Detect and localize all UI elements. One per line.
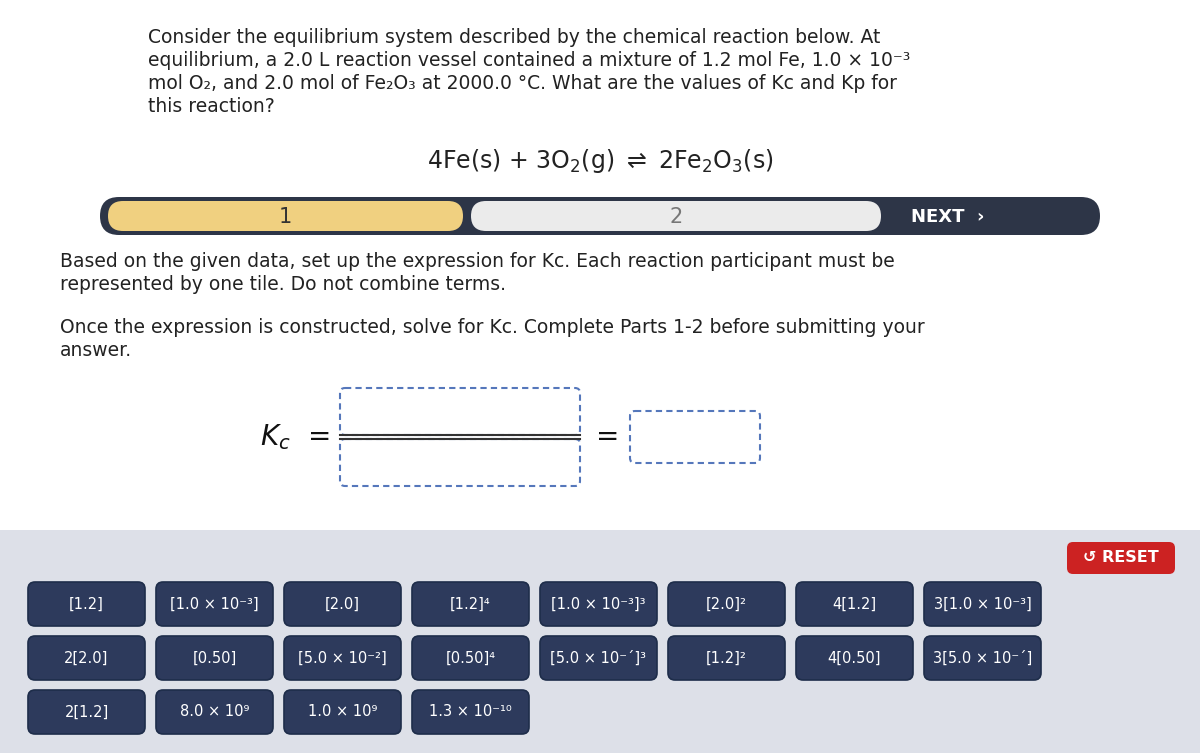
Text: 1: 1 (278, 207, 292, 227)
Text: answer.: answer. (60, 341, 132, 360)
FancyBboxPatch shape (284, 636, 401, 680)
Text: 2[2.0]: 2[2.0] (65, 651, 109, 666)
Text: 8.0 × 10⁹: 8.0 × 10⁹ (180, 705, 250, 720)
Text: [5.0 × 10⁻´]³: [5.0 × 10⁻´]³ (551, 651, 647, 666)
Text: Based on the given data, set up the expression for Kc. Each reaction participant: Based on the given data, set up the expr… (60, 252, 895, 271)
Text: $K_c$: $K_c$ (259, 422, 290, 452)
FancyBboxPatch shape (412, 582, 529, 626)
Text: 4[0.50]: 4[0.50] (828, 651, 881, 666)
FancyBboxPatch shape (630, 411, 760, 463)
Text: 2: 2 (670, 207, 683, 227)
Text: [1.0 × 10⁻³]³: [1.0 × 10⁻³]³ (551, 596, 646, 611)
FancyBboxPatch shape (100, 197, 1100, 235)
Text: 1.3 × 10⁻¹⁰: 1.3 × 10⁻¹⁰ (430, 705, 512, 720)
FancyBboxPatch shape (540, 636, 658, 680)
Text: represented by one tile. Do not combine terms.: represented by one tile. Do not combine … (60, 275, 506, 294)
Text: 4Fe(s) + 3O$_2$(g) $\rightleftharpoons$ 2Fe$_2$O$_3$(s): 4Fe(s) + 3O$_2$(g) $\rightleftharpoons$ … (427, 147, 773, 175)
Text: Once the expression is constructed, solve for Kc. Complete Parts 1-2 before subm: Once the expression is constructed, solv… (60, 318, 925, 337)
Text: ↺ RESET: ↺ RESET (1084, 550, 1159, 566)
FancyBboxPatch shape (412, 636, 529, 680)
FancyBboxPatch shape (28, 636, 145, 680)
FancyBboxPatch shape (924, 582, 1042, 626)
FancyBboxPatch shape (668, 636, 785, 680)
Text: 2[1.2]: 2[1.2] (65, 705, 109, 720)
Text: 4[1.2]: 4[1.2] (833, 596, 876, 611)
FancyBboxPatch shape (284, 582, 401, 626)
FancyBboxPatch shape (156, 690, 274, 734)
Text: [1.0 × 10⁻³]: [1.0 × 10⁻³] (170, 596, 259, 611)
FancyBboxPatch shape (28, 690, 145, 734)
Text: [2.0]: [2.0] (325, 596, 360, 611)
FancyBboxPatch shape (540, 582, 658, 626)
FancyBboxPatch shape (668, 582, 785, 626)
Text: NEXT  ›: NEXT › (911, 208, 984, 226)
Text: [1.2]²: [1.2]² (706, 651, 746, 666)
Text: [1.2]⁴: [1.2]⁴ (450, 596, 491, 611)
FancyBboxPatch shape (340, 388, 580, 435)
Text: 3[1.0 × 10⁻³]: 3[1.0 × 10⁻³] (934, 596, 1031, 611)
FancyBboxPatch shape (1067, 542, 1175, 574)
FancyBboxPatch shape (796, 636, 913, 680)
FancyBboxPatch shape (924, 636, 1042, 680)
FancyBboxPatch shape (340, 439, 580, 486)
Text: Consider the equilibrium system described by the chemical reaction below. At: Consider the equilibrium system describe… (148, 28, 881, 47)
Text: [2.0]²: [2.0]² (706, 596, 746, 611)
Text: equilibrium, a 2.0 L reaction vessel contained a mixture of 1.2 mol Fe, 1.0 × 10: equilibrium, a 2.0 L reaction vessel con… (148, 51, 911, 70)
FancyBboxPatch shape (156, 582, 274, 626)
Text: [1.2]: [1.2] (70, 596, 104, 611)
Text: [0.50]⁴: [0.50]⁴ (445, 651, 496, 666)
FancyBboxPatch shape (412, 690, 529, 734)
FancyBboxPatch shape (796, 582, 913, 626)
FancyBboxPatch shape (0, 530, 1200, 753)
Text: =: = (308, 423, 331, 451)
Text: 1.0 × 10⁹: 1.0 × 10⁹ (308, 705, 377, 720)
Text: mol O₂, and 2.0 mol of Fe₂O₃ at 2000.0 °C. What are the values of Kc and Kp for: mol O₂, and 2.0 mol of Fe₂O₃ at 2000.0 °… (148, 74, 898, 93)
FancyBboxPatch shape (470, 201, 881, 231)
FancyBboxPatch shape (108, 201, 463, 231)
Text: [5.0 × 10⁻²]: [5.0 × 10⁻²] (298, 651, 386, 666)
FancyBboxPatch shape (284, 690, 401, 734)
Text: this reaction?: this reaction? (148, 97, 275, 116)
FancyBboxPatch shape (156, 636, 274, 680)
Text: 3[5.0 × 10⁻´]: 3[5.0 × 10⁻´] (932, 651, 1032, 666)
Text: =: = (596, 423, 619, 451)
FancyBboxPatch shape (28, 582, 145, 626)
Text: [0.50]: [0.50] (192, 651, 236, 666)
